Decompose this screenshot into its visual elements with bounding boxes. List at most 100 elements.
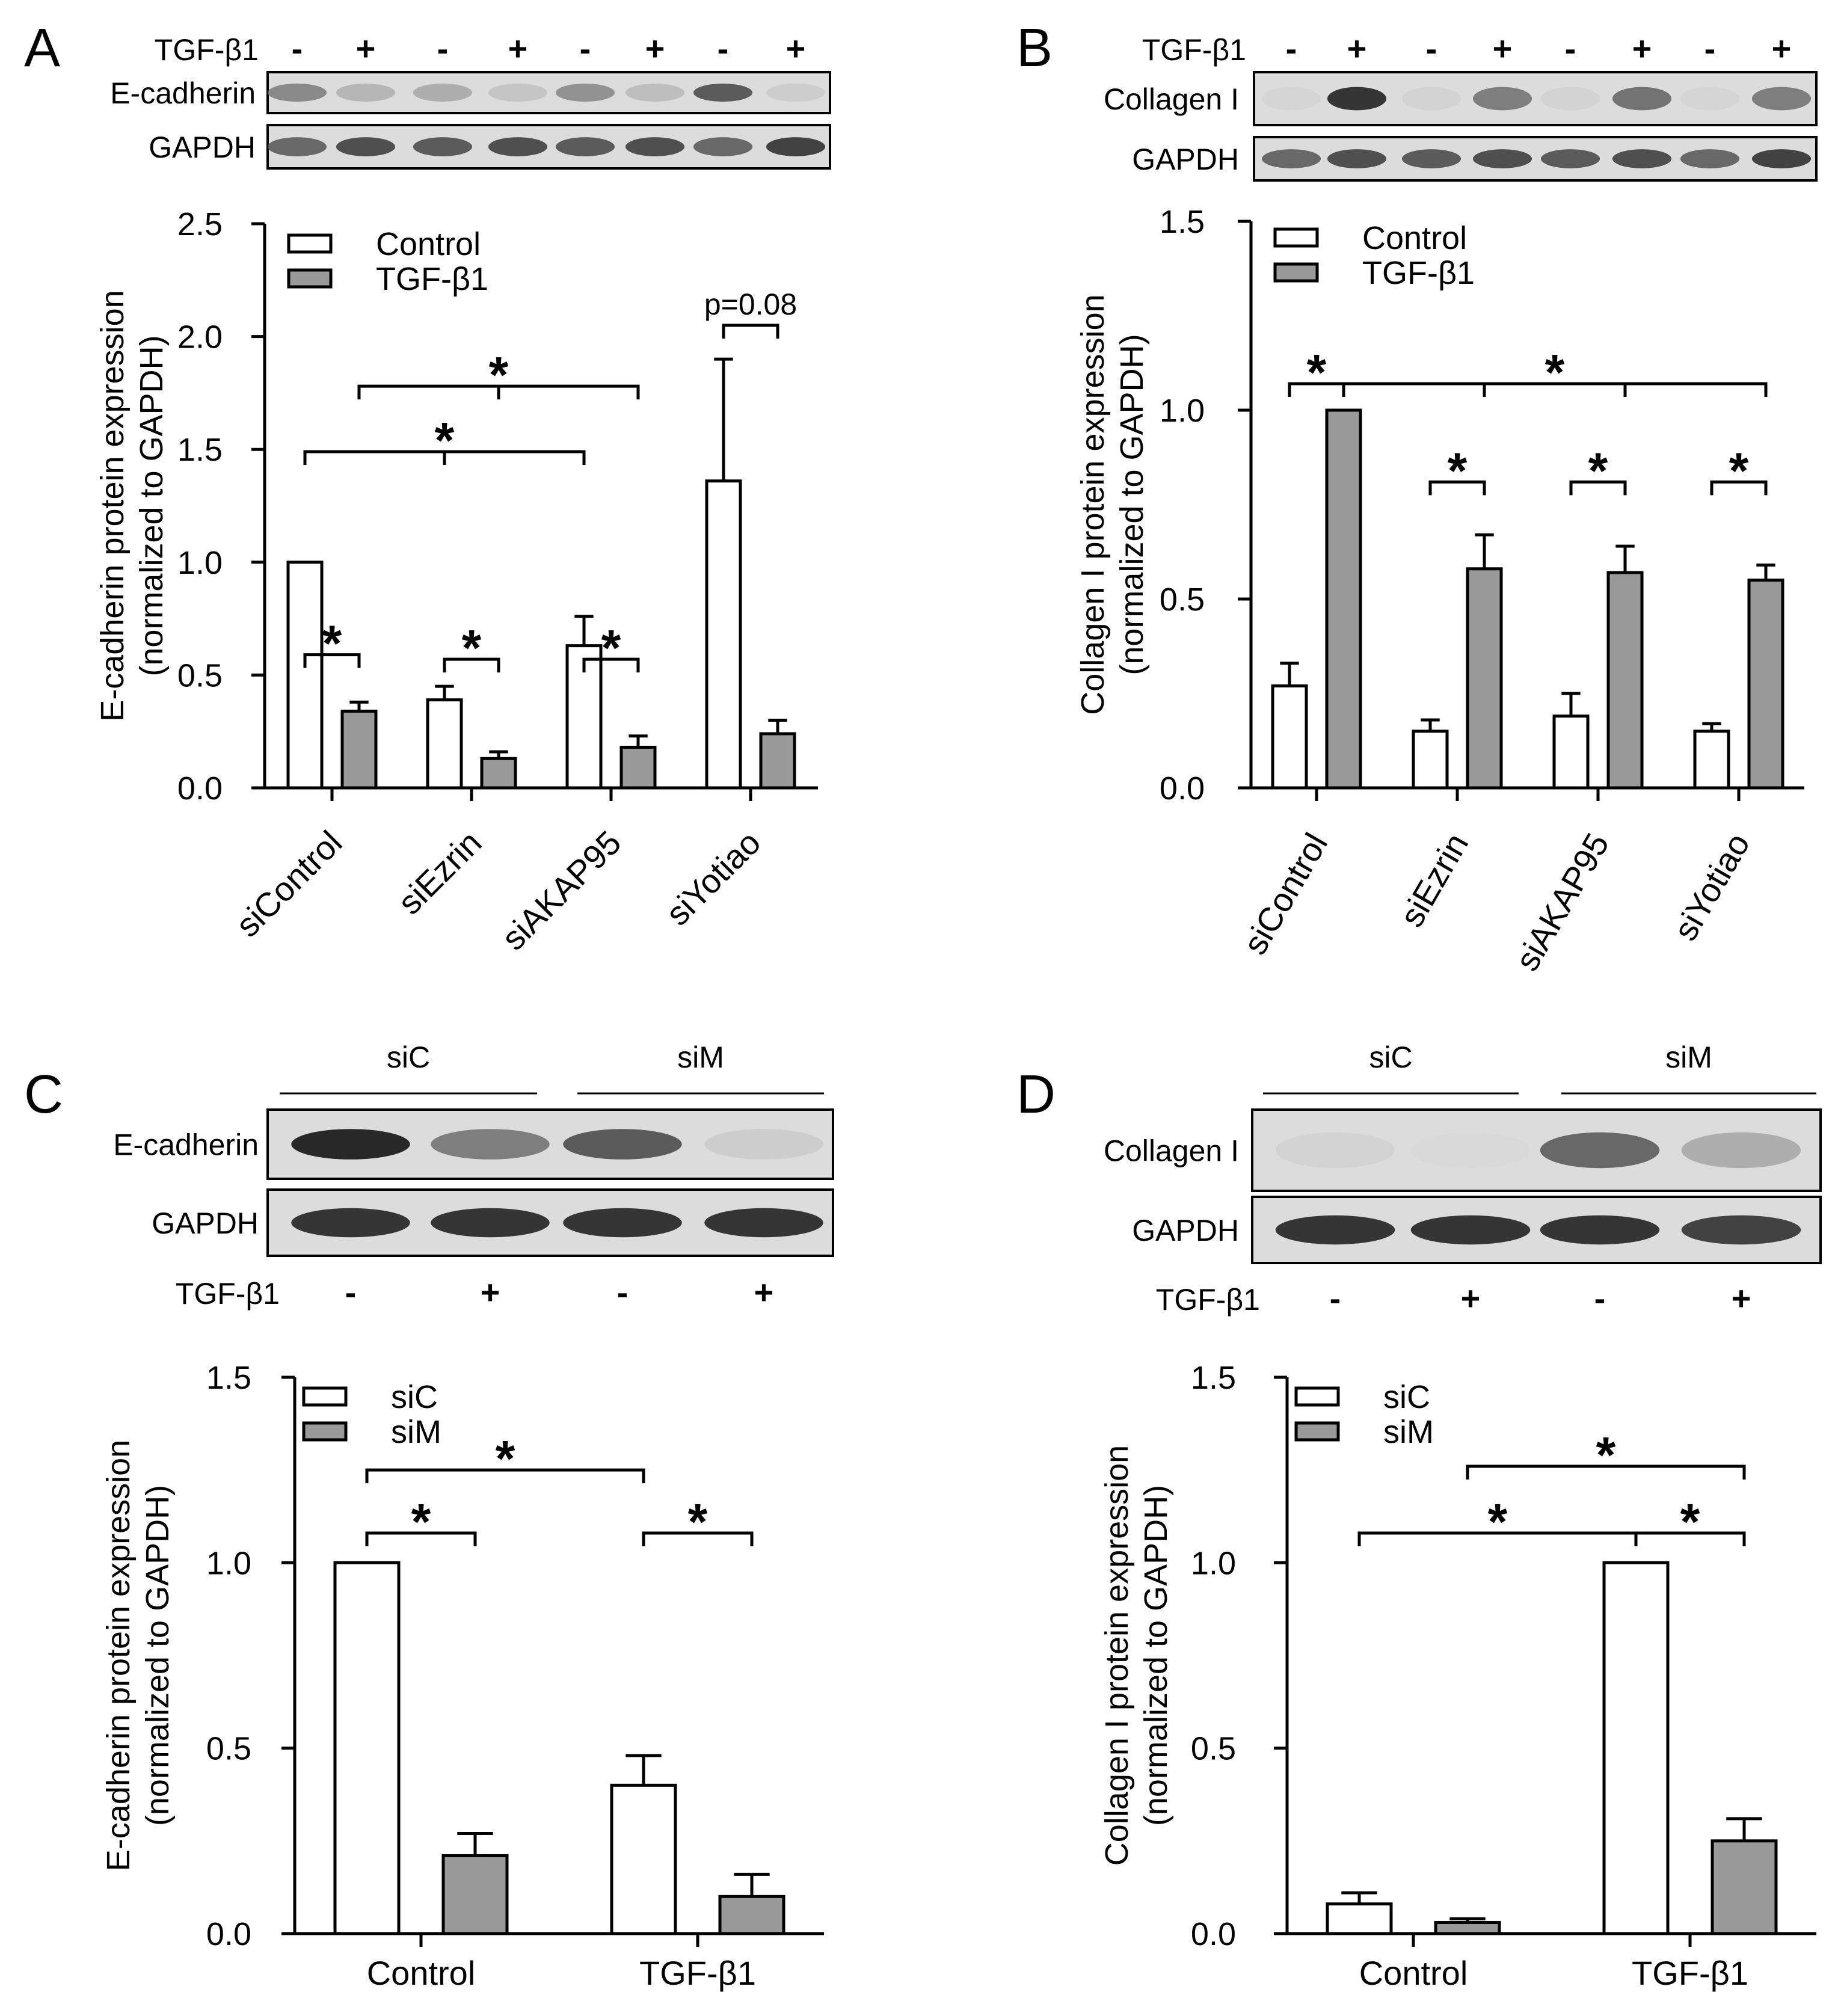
legend-label: TGF-β1: [1362, 255, 1475, 291]
category-label: siYotiao: [1666, 827, 1757, 947]
treatment-sign: -: [718, 29, 729, 67]
y-tick-label: 2.0: [177, 319, 223, 355]
significance-bracket: *: [1634, 1493, 1746, 1550]
y-axis-title: Collagen I protein expression: [1075, 294, 1111, 715]
blot-band: [766, 84, 826, 102]
western-blot-gapdh: GAPDH: [1132, 1196, 1822, 1264]
blot-band: [1681, 1132, 1801, 1169]
blot-band: [431, 1129, 550, 1160]
y-tick-label: 0.5: [1191, 1731, 1236, 1767]
group-label-sic: siC: [387, 1040, 430, 1074]
bar-sim: [1711, 1839, 1778, 1935]
significance-star: *: [322, 615, 342, 672]
legend-label: Control: [376, 226, 481, 262]
significance-bracket: *: [365, 1430, 645, 1487]
significance-star: *: [1488, 1493, 1508, 1550]
blot-band: [1401, 87, 1462, 111]
category-label: TGF-β1: [1632, 1954, 1748, 1992]
y-axis-subtitle: (normalized to GAPDH): [1138, 1485, 1174, 1826]
blot-band: [1261, 87, 1321, 111]
bar-tgf-1: [619, 745, 657, 790]
category-label: Control: [367, 1954, 476, 1992]
significance-star: *: [1729, 442, 1749, 499]
panel-a: A TGF-β1- + - + - + - +E-cadherinGAPDH0.00.51.01…: [24, 18, 831, 957]
y-tick-label: 1.0: [1191, 1545, 1236, 1581]
significance-bracket: *: [1466, 1427, 1746, 1483]
treatment-sign: -: [292, 29, 303, 67]
y-tick-label: 1.0: [206, 1545, 251, 1581]
blot-band: [267, 84, 327, 102]
bar-tgf-1: [1325, 408, 1362, 790]
significance-star: *: [601, 619, 621, 676]
bar-tgf-1: [1747, 579, 1784, 790]
treatment-sign: -: [1565, 29, 1576, 67]
treatment-sign: +: [786, 29, 806, 67]
blot-band: [1540, 87, 1600, 111]
treatment-label: TGF-β1: [1142, 33, 1246, 67]
treatment-sign: +: [1493, 29, 1513, 67]
blot-band: [431, 1208, 550, 1238]
significance-bracket: *: [357, 346, 640, 403]
significance-star: *: [1448, 442, 1468, 499]
treatment-sign: +: [1732, 1279, 1751, 1317]
bracket-line: [1342, 382, 1768, 398]
blot-band: [1275, 1215, 1395, 1245]
significance-bracket: *: [1357, 1493, 1638, 1550]
group-label-sim: siM: [677, 1040, 724, 1074]
legend-swatch: [287, 268, 333, 289]
legend-swatch: [1273, 227, 1319, 248]
y-axis-title: E-cadherin protein expression: [94, 290, 131, 721]
bar-sim: [441, 1854, 509, 1935]
y-tick-label: 1.5: [206, 1360, 251, 1396]
blot-band: [488, 84, 548, 102]
panel-letter: D: [1016, 1065, 1056, 1125]
significance-star: *: [462, 619, 482, 676]
bar-control: [705, 479, 742, 790]
treatment-label: TGF-β1: [1156, 1283, 1260, 1317]
blot-band: [1751, 149, 1812, 168]
treatment-sign: +: [356, 29, 376, 67]
bracket-line: [722, 324, 779, 339]
blot-band: [291, 1129, 410, 1160]
treatment-sign: -: [1594, 1279, 1606, 1317]
significance-star: *: [1680, 1493, 1700, 1550]
significance-bracket: *: [1288, 344, 1345, 401]
western-blot-collagen-i: Collagen I: [1104, 71, 1818, 126]
bar-sim: [1434, 1921, 1501, 1935]
legend-swatch: [1294, 1421, 1340, 1442]
blot-band: [1327, 87, 1387, 111]
blot-band: [1680, 149, 1740, 168]
panel-letter: C: [24, 1065, 63, 1125]
y-tick-label: 0.0: [1191, 1916, 1236, 1952]
bracket-line: [642, 1531, 754, 1546]
blot-band: [1275, 1132, 1395, 1169]
bar-control: [1693, 730, 1730, 790]
blot-band: [1751, 87, 1812, 111]
category-label: siYotiao: [659, 823, 768, 933]
category-label: TGF-β1: [639, 1954, 756, 1992]
blot-band: [267, 137, 327, 156]
blot-band: [1540, 149, 1600, 168]
y-tick-label: 0.0: [177, 770, 223, 807]
bar-chart: 0.0 0.5 1.0 1.5 Collagen I protein expressio…: [1099, 1360, 1816, 1992]
blot-band: [704, 1208, 823, 1238]
blot-band: [413, 137, 473, 156]
significance-bracket: *: [303, 615, 361, 672]
bracket-line: [582, 657, 640, 673]
bar-control: [286, 561, 324, 790]
blot-band: [1410, 1132, 1531, 1169]
bar-chart: 0.0 0.5 1.0 1.5 2.0 2.5 E-cadherin protein exp…: [94, 206, 818, 957]
legend-swatch: [302, 1421, 348, 1442]
bar-tgf-1: [340, 709, 378, 790]
blot-band: [1540, 1215, 1660, 1245]
significance-star: *: [435, 412, 455, 469]
y-tick-label: 0.0: [1160, 770, 1205, 807]
bar-sic: [1602, 1561, 1670, 1935]
significance-star: *: [1545, 344, 1565, 401]
significance-star: *: [489, 346, 509, 403]
significance-bracket: *: [1710, 442, 1768, 499]
bracket-line: [303, 653, 361, 668]
y-tick-label: 1.0: [177, 545, 223, 581]
